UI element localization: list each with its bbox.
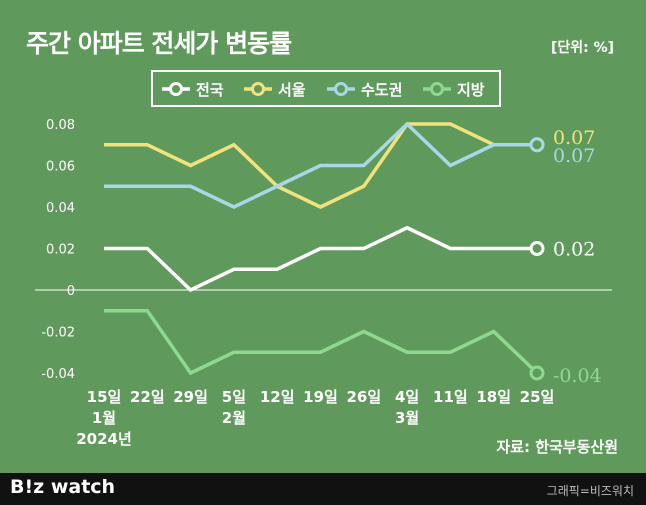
legend-label: 지방 [457, 81, 485, 99]
x-tick-label: 25일 [520, 388, 555, 406]
x-tick-label: 2024년 [76, 430, 132, 448]
series-end-marker [529, 241, 545, 256]
x-tick-label: 29일 [173, 388, 208, 406]
y-tick-label: 0.08 [46, 118, 75, 133]
x-tick-label: 1월 [92, 409, 116, 427]
legend-marker [251, 82, 265, 96]
graphic-credit: 그래픽=비즈워치 [546, 484, 634, 498]
end-value-label: 0.02 [553, 239, 595, 261]
y-tick-label: 0.02 [46, 243, 75, 258]
x-tick-label: 22일 [130, 388, 165, 406]
legend-box [151, 70, 501, 107]
x-tick-label: 5일 [222, 388, 246, 406]
legend: 전국 서울 수도권 지방 [162, 81, 485, 99]
x-tick-label: 4일 [395, 388, 419, 406]
series-end-marker [529, 137, 545, 153]
y-tick-label: -0.02 [41, 326, 75, 341]
end-value-label: 0.07 [553, 145, 595, 167]
legend-marker [430, 82, 444, 96]
series-line [104, 309, 539, 376]
x-tick-label: 3월 [395, 409, 419, 427]
y-tick-label: 0 [67, 284, 75, 299]
legend-label: 전국 [196, 81, 224, 99]
series-line [104, 121, 537, 209]
x-tick-label: 11일 [433, 388, 468, 406]
source-note: 자료: 한국부동산원 [496, 438, 618, 456]
x-tick-label: 18일 [476, 388, 511, 406]
x-tick-label: 2월 [222, 409, 246, 427]
series-end-marker [529, 365, 545, 381]
y-axis-ticks: 0.08 0.06 0.04 0.02 0 -0.02 -0.04 [41, 118, 75, 382]
legend-label: 서울 [278, 81, 306, 99]
y-tick-label: 0.06 [46, 160, 75, 175]
y-tick-label: 0.04 [46, 201, 75, 216]
unit-label: [단위: %] [550, 40, 614, 56]
line-chart: 전국 서울 수도권 지방 0.08 0.06 0.04 0.02 0 -0.02 -0.04 15… [35, 70, 612, 448]
series-line [104, 225, 537, 293]
legend-marker [334, 82, 348, 96]
series-line [104, 122, 537, 209]
x-tick-label: 12일 [260, 388, 295, 406]
footer-bar: B!z watch 그래픽=비즈워치 [0, 473, 646, 505]
x-axis-ticks: 15일 1월 2024년 22일 29일 5일 2월 12일 19일 26일 4일 3월 11일 18일 2… [76, 388, 554, 448]
legend-marker [169, 82, 183, 96]
brand-logo: B!z watch [10, 476, 116, 498]
end-value-label: 0.07 [553, 127, 595, 149]
x-tick-label: 19일 [303, 388, 338, 406]
chart-title: 주간 아파트 전세가 변동률 [26, 29, 292, 58]
legend-label: 수도권 [361, 81, 402, 99]
end-value-label: -0.04 [553, 365, 602, 387]
series-group [104, 121, 545, 381]
end-labels: 0.02 0.070.07 -0.04 [553, 127, 602, 387]
x-tick-label: 15일 [87, 388, 122, 406]
x-tick-label: 26일 [346, 388, 381, 406]
y-tick-label: -0.04 [41, 367, 75, 382]
